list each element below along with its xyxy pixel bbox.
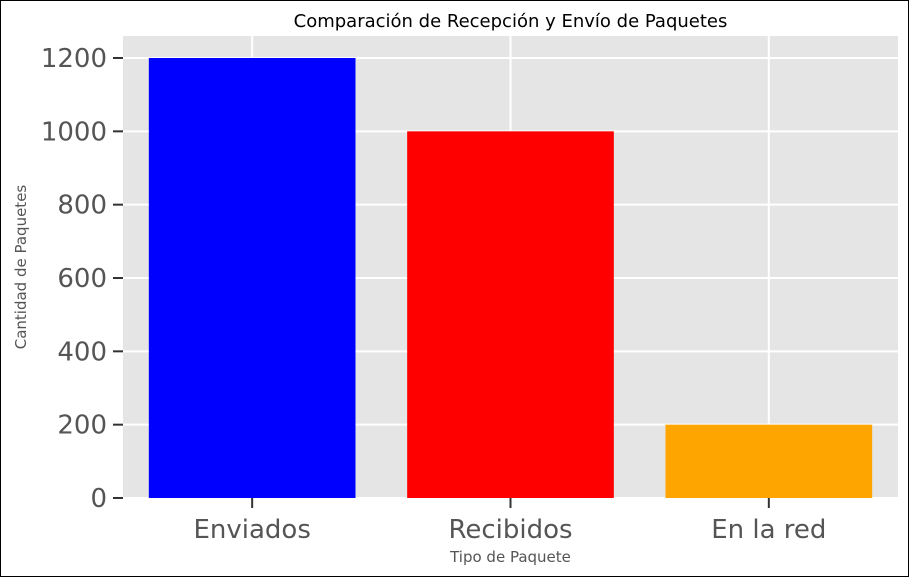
y-tick-label: 200 — [57, 411, 107, 441]
x-tick-label: Enviados — [193, 515, 310, 545]
y-axis-label: Cantidad de Paquetes — [12, 185, 30, 350]
bar-recibidos — [407, 131, 614, 499]
y-tick-label: 1200 — [41, 44, 107, 74]
bar-enviados — [148, 58, 356, 498]
bar-en-la-red — [665, 424, 873, 498]
x-tick-label: En la red — [711, 515, 826, 545]
y-tick-label: 400 — [57, 337, 107, 367]
y-tick-label: 0 — [90, 484, 107, 514]
chart-title: Comparación de Recepción y Envío de Paqu… — [294, 11, 728, 32]
x-axis-label: Tipo de Paquete — [449, 548, 571, 566]
x-tick-label: Recibidos — [448, 515, 572, 545]
bars — [148, 58, 873, 499]
axis-ticks: 0 200 400 600 800 1000 1200 Enviados Recibidos En… — [41, 44, 827, 545]
y-tick-label: 1000 — [41, 117, 107, 147]
y-tick-label: 600 — [57, 264, 107, 294]
y-tick-label: 800 — [57, 191, 107, 221]
